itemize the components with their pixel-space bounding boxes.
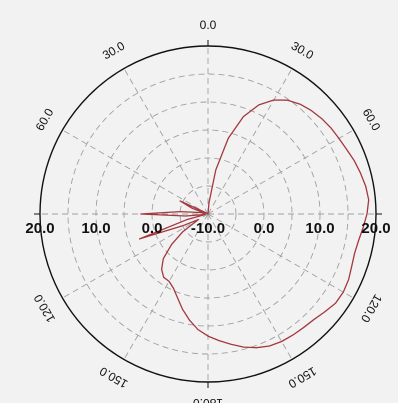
series-line xyxy=(138,99,370,349)
angular-tick-label: 60.0 xyxy=(33,106,57,134)
radial-tick-label-right: 0.0 xyxy=(254,220,275,237)
radial-tick-label-right: 10.0 xyxy=(305,220,334,237)
angular-tick-label: 0.0 xyxy=(200,18,217,32)
angular-tick-label: 150.0 xyxy=(97,364,130,391)
angular-tick-label: 60.0 xyxy=(360,106,384,134)
series-layer xyxy=(138,99,370,349)
grid-spoke xyxy=(62,129,209,215)
angular-tick-label: 30.0 xyxy=(100,38,128,62)
grid-spoke xyxy=(207,213,293,360)
grid-spoke xyxy=(123,68,209,215)
grid-spoke xyxy=(207,129,354,215)
angular-tick-label: 30.0 xyxy=(289,39,317,63)
angular-tick-label: 120.0 xyxy=(31,292,58,325)
radial-tick-label-left: 20.0 xyxy=(25,220,54,237)
angular-tick-label: 120.0 xyxy=(358,292,385,325)
grid-ring xyxy=(179,185,237,243)
grid-spoke xyxy=(207,213,354,299)
grid-spoke xyxy=(62,213,209,299)
radial-tick-label-center: -10.0 xyxy=(191,220,225,237)
grid-spoke xyxy=(207,68,293,215)
angular-tick-label: 180.0 xyxy=(193,396,223,403)
angular-tick-label: 150.0 xyxy=(286,364,319,391)
grid-spoke xyxy=(123,213,209,360)
radial-tick-label-left: 10.0 xyxy=(81,220,110,237)
grid-layer xyxy=(34,40,382,388)
radial-tick-label-left: 0.0 xyxy=(142,220,163,237)
radial-tick-label-right: 20.0 xyxy=(361,220,390,237)
